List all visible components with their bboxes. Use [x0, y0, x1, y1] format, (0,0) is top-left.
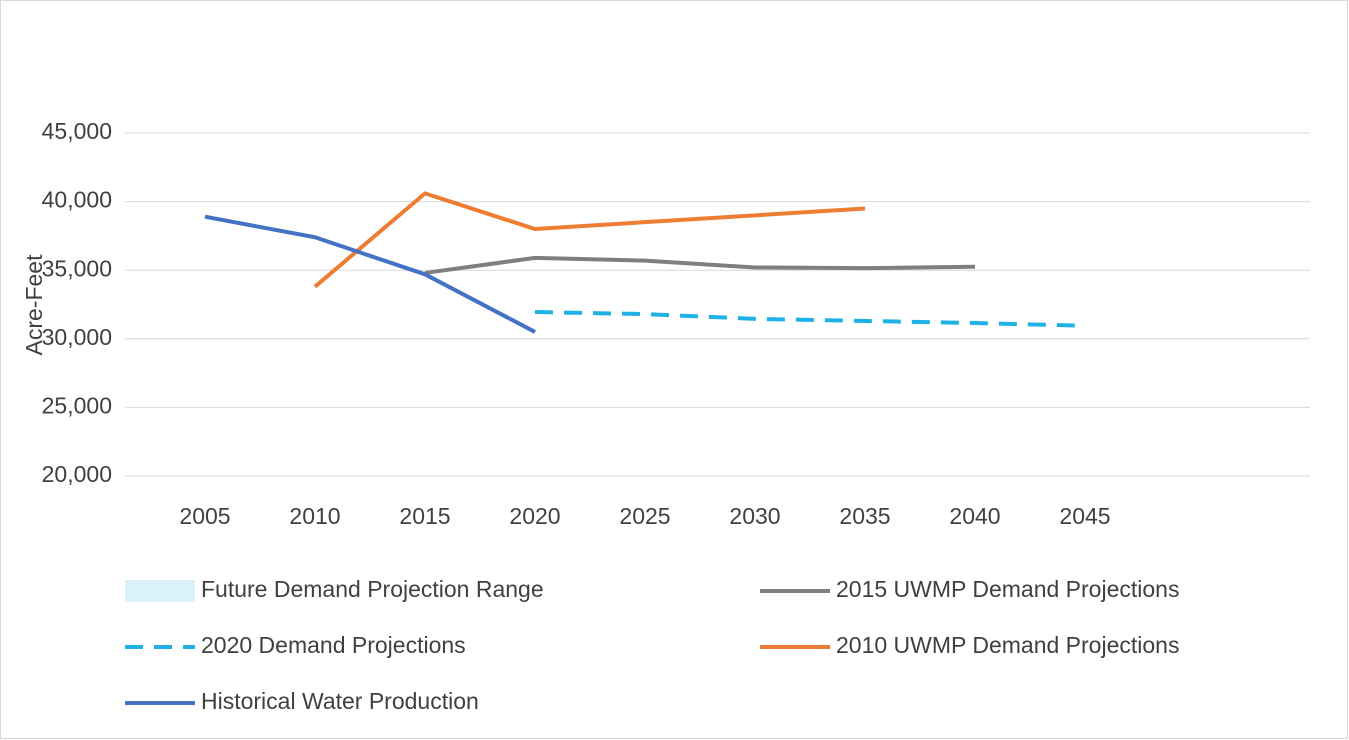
x-tick-label: 2035 — [839, 503, 890, 529]
y-tick-label: 25,000 — [42, 392, 112, 418]
y-tick-label: 40,000 — [42, 187, 112, 213]
legend-label: Historical Water Production — [201, 688, 479, 714]
x-tick-label: 2015 — [399, 503, 450, 529]
y-tick-label: 45,000 — [42, 118, 112, 144]
x-tick-label: 2020 — [509, 503, 560, 529]
legend-label: 2020 Demand Projections — [201, 632, 466, 658]
x-tick-label: 2010 — [289, 503, 340, 529]
series-line — [534, 310, 1086, 328]
x-tick-label: 2025 — [619, 503, 670, 529]
series-line — [313, 191, 866, 289]
y-tick-label: 35,000 — [42, 255, 112, 281]
legend-label: Future Demand Projection Range — [201, 576, 544, 602]
x-tick-label: 2045 — [1059, 503, 1110, 529]
y-tick-label: 30,000 — [42, 324, 112, 350]
x-tick-label: 2005 — [179, 503, 230, 529]
x-tick-label: 2040 — [949, 503, 1000, 529]
x-tick-label: 2030 — [729, 503, 780, 529]
legend-label: 2015 UWMP Demand Projections — [836, 576, 1179, 602]
legend-swatch — [125, 580, 195, 602]
y-axis-title: Acre-Feet — [21, 254, 47, 356]
series-line — [204, 214, 536, 334]
legend-label: 2010 UWMP Demand Projections — [836, 632, 1179, 658]
series-line — [424, 255, 976, 275]
y-tick-label: 20,000 — [42, 461, 112, 487]
